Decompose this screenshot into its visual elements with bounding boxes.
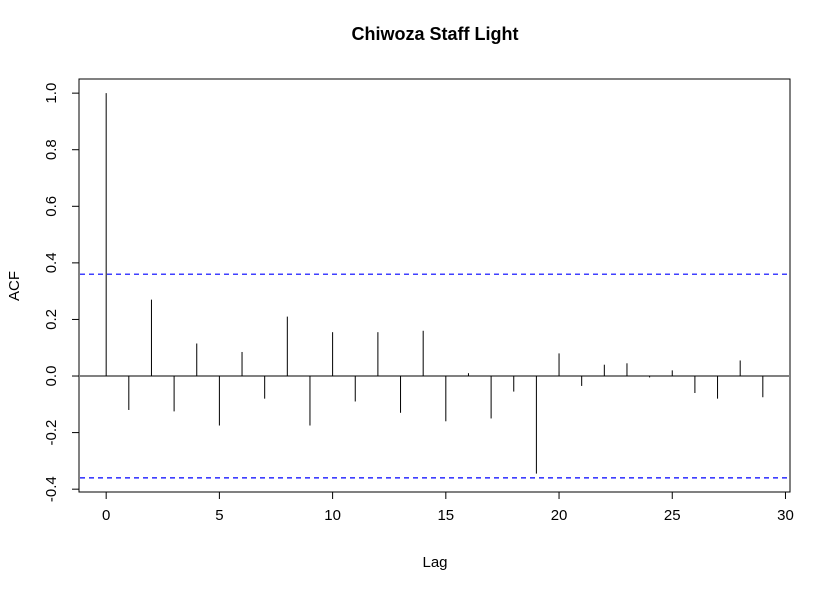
- x-axis-label: Lag: [422, 554, 447, 571]
- x-tick-label: 25: [664, 507, 681, 524]
- x-tick-label: 15: [437, 507, 454, 524]
- y-tick-label: 0.6: [43, 196, 60, 217]
- x-tick-label: 30: [777, 507, 794, 524]
- x-tick-label: 10: [324, 507, 341, 524]
- x-axis: 0 5 10 15 20 25 30: [102, 491, 794, 524]
- acf-spikes: [105, 93, 764, 474]
- y-tick-label: 0.2: [43, 309, 60, 330]
- y-tick-label: -0.2: [43, 420, 60, 446]
- x-tick-label: 20: [551, 507, 568, 524]
- y-tick-label: -0.4: [43, 476, 60, 502]
- y-tick-label: 0.4: [43, 252, 60, 273]
- y-tick-label: 0.8: [43, 139, 60, 160]
- plot-frame: [78, 78, 791, 493]
- y-axis: -0.4 -0.2 0.0 0.2 0.4 0.6 0.8 1.0: [43, 83, 80, 502]
- chart-title: Chiwoza Staff Light: [352, 24, 519, 44]
- y-tick-label: 0.0: [43, 366, 60, 387]
- y-axis-label: ACF: [6, 271, 23, 301]
- x-tick-label: 5: [215, 507, 223, 524]
- x-tick-label: 0: [102, 507, 110, 524]
- confidence-bounds: [80, 273, 789, 479]
- y-tick-label: 1.0: [43, 83, 60, 104]
